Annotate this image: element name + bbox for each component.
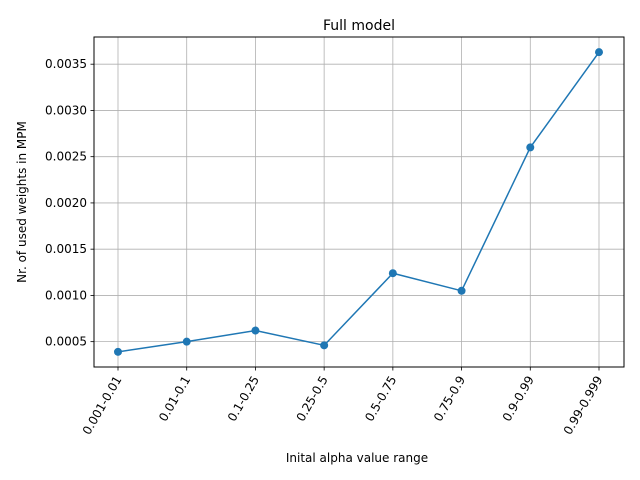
series-line — [117, 51, 600, 353]
y-tick-label: 0.0015 — [45, 242, 87, 256]
y-axis: 0.0005 0.0010 0.0015 0.0020 0.0025 0.0030 0.00… — [45, 57, 94, 349]
series-layer — [114, 48, 603, 356]
y-tick-label: 0.0005 — [45, 335, 87, 349]
data-point — [251, 326, 260, 335]
x-axis-label: Inital alpha value range — [286, 451, 428, 465]
data-point — [182, 337, 191, 346]
y-tick-label: 0.0020 — [45, 196, 87, 210]
data-point — [320, 341, 329, 350]
data-point — [457, 286, 466, 295]
y-tick-label: 0.0030 — [45, 103, 87, 117]
chart-title: Full model — [323, 18, 395, 34]
y-tick-label: 0.0025 — [45, 150, 87, 164]
data-point — [526, 143, 535, 152]
data-point — [114, 347, 122, 356]
plot-frame — [93, 36, 625, 368]
y-axis-label: Nr. of used weights in MPM — [15, 121, 29, 283]
data-point — [388, 269, 397, 278]
y-tick-label: 0.0035 — [45, 57, 87, 71]
grid — [94, 37, 624, 367]
data-point — [595, 48, 603, 57]
y-tick-label: 0.0010 — [45, 288, 87, 302]
